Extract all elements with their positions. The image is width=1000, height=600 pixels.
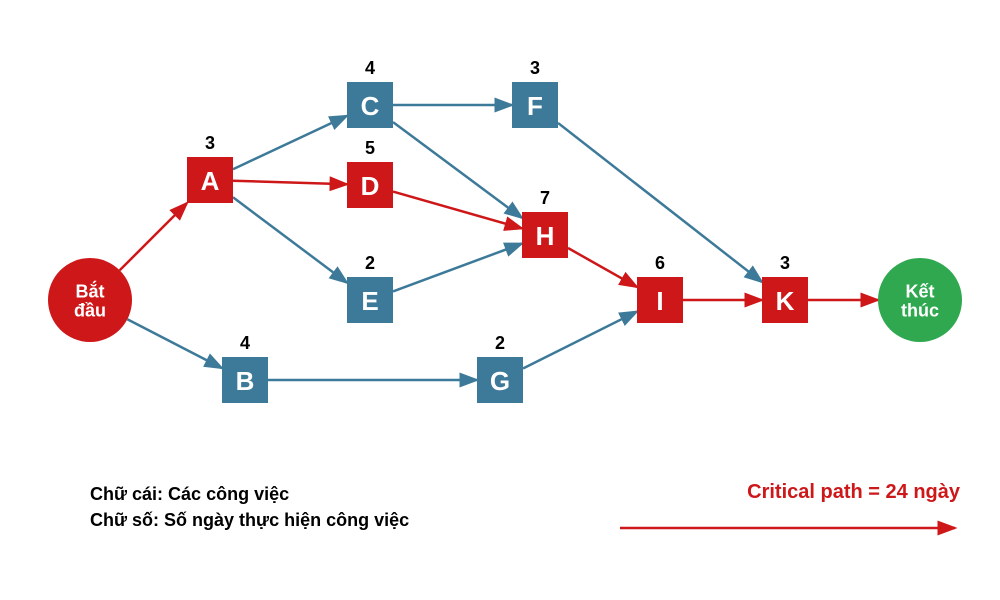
node-B: B4 — [222, 333, 268, 403]
node-F: F3 — [512, 58, 558, 128]
edge-start-B — [127, 319, 222, 368]
node-E: E2 — [347, 253, 393, 323]
edge-D-H — [393, 192, 522, 229]
svg-text:E: E — [361, 286, 378, 316]
edge-start-A — [120, 203, 187, 270]
node-H: H7 — [522, 188, 568, 258]
duration-E: 2 — [365, 253, 375, 273]
edge-A-D — [233, 181, 347, 185]
svg-text:H: H — [536, 221, 555, 251]
duration-K: 3 — [780, 253, 790, 273]
end-node: Kếtthúc — [878, 258, 962, 342]
duration-D: 5 — [365, 138, 375, 158]
svg-text:F: F — [527, 91, 543, 121]
duration-A: 3 — [205, 133, 215, 153]
edge-E-H — [393, 244, 522, 292]
svg-text:G: G — [490, 366, 510, 396]
edge-H-I — [568, 248, 637, 287]
svg-text:A: A — [201, 166, 220, 196]
edge-A-E — [233, 197, 347, 283]
duration-F: 3 — [530, 58, 540, 78]
node-I: I6 — [637, 253, 683, 323]
svg-text:K: K — [776, 286, 795, 316]
critical-path-diagram: BắtđầuKếtthúcA3B4C4D5E2F3G2H7I6K3Chữ cái… — [0, 0, 1000, 600]
svg-text:B: B — [236, 366, 255, 396]
legend-numbers: Chữ số: Số ngày thực hiện công việc — [90, 510, 409, 530]
duration-G: 2 — [495, 333, 505, 353]
node-D: D5 — [347, 138, 393, 208]
node-A: A3 — [187, 133, 233, 203]
start-node: Bắtđầu — [48, 258, 132, 342]
svg-text:Bắt: Bắt — [75, 281, 104, 302]
edge-G-I — [523, 312, 637, 369]
duration-H: 7 — [540, 188, 550, 208]
svg-text:C: C — [361, 91, 380, 121]
svg-text:đầu: đầu — [74, 300, 106, 320]
svg-text:D: D — [361, 171, 380, 201]
node-G: G2 — [477, 333, 523, 403]
node-K: K3 — [762, 253, 808, 323]
edge-C-H — [393, 122, 522, 218]
legend-letters: Chữ cái: Các công việc — [90, 484, 289, 504]
duration-B: 4 — [240, 333, 250, 353]
duration-C: 4 — [365, 58, 375, 78]
svg-text:I: I — [656, 286, 663, 316]
svg-text:Kết: Kết — [905, 282, 934, 302]
edge-A-C — [233, 116, 347, 169]
node-C: C4 — [347, 58, 393, 128]
duration-I: 6 — [655, 253, 665, 273]
svg-text:thúc: thúc — [901, 300, 939, 320]
critical-path-label: Critical path = 24 ngày — [747, 481, 961, 503]
